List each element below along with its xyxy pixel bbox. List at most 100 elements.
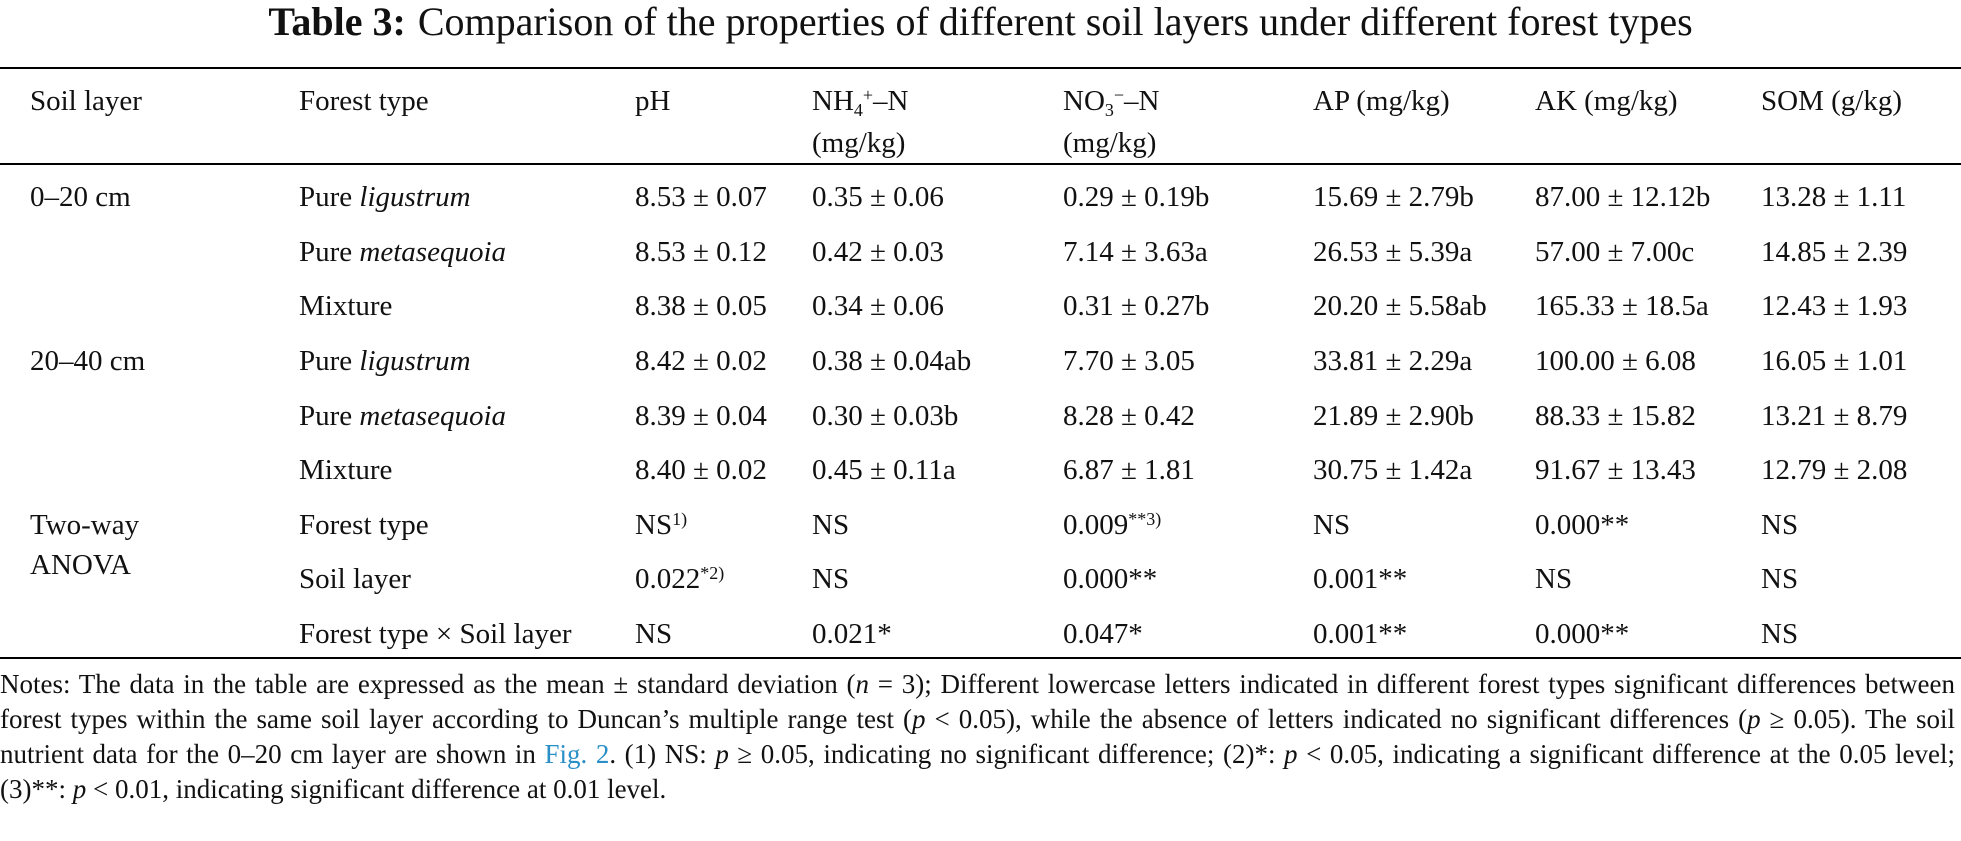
forest-type-prefix: Pure xyxy=(299,400,360,432)
notes-text: . (1) NS: xyxy=(609,739,716,769)
cell-ap: 26.53 ± 5.39a xyxy=(1313,236,1473,268)
cell-ph: 8.40 ± 0.02 xyxy=(635,454,767,486)
anova-no3: 0.047* xyxy=(1063,618,1143,650)
anova-nh4: 0.021* xyxy=(812,618,892,650)
nh4-sup: + xyxy=(862,85,874,105)
nh4-base: NH xyxy=(812,85,854,117)
anova-no3-footnote: **3) xyxy=(1128,509,1162,529)
nh4-tail: –N xyxy=(873,85,909,117)
header-forest-type: Forest type xyxy=(299,85,429,117)
anova-ph: 0.022*2) xyxy=(635,560,724,598)
cell-som: 13.28 ± 1.11 xyxy=(1761,181,1907,213)
cell-no3: 0.29 ± 0.19b xyxy=(1063,181,1210,213)
notes-text: < 0.05), while the absence of letters in… xyxy=(925,704,1748,734)
cell-nh4: 0.30 ± 0.03b xyxy=(812,400,959,432)
cell-forest-type: Pure ligustrum xyxy=(299,342,471,380)
anova-ph-value: 0.022 xyxy=(635,563,701,595)
notes-variable: p xyxy=(911,704,926,734)
anova-ak: NS xyxy=(1535,563,1573,595)
no3-sup: − xyxy=(1113,85,1125,105)
cell-nh4: 0.34 ± 0.06 xyxy=(812,290,944,322)
anova-row: Forest type NS1) NS 0.009**3) NS 0.000**… xyxy=(0,506,1961,546)
cell-nh4: 0.42 ± 0.03 xyxy=(812,236,944,268)
cell-nh4: 0.35 ± 0.06 xyxy=(812,181,944,213)
cell-no3: 8.28 ± 0.42 xyxy=(1063,400,1195,432)
header-som: SOM (g/kg) xyxy=(1761,85,1902,117)
forest-type-prefix: Mixture xyxy=(299,454,393,486)
cell-no3: 7.14 ± 3.63a xyxy=(1063,236,1208,268)
no3-tail: –N xyxy=(1124,85,1160,117)
header-no3: NO3−–N xyxy=(1063,82,1160,123)
header-nh4: NH4+–N xyxy=(812,82,909,123)
notes-variable: p xyxy=(72,774,87,804)
forest-type-species: metasequoia xyxy=(359,400,507,432)
header-ak: AK (mg/kg) xyxy=(1535,85,1678,117)
cell-ak: 165.33 ± 18.5a xyxy=(1535,290,1709,322)
cell-ak: 57.00 ± 7.00c xyxy=(1535,236,1695,268)
cell-nh4: 0.45 ± 0.11a xyxy=(812,454,956,486)
cell-som: 12.79 ± 2.08 xyxy=(1761,454,1908,486)
notes-text: < 0.01, indicating significant differenc… xyxy=(86,774,667,804)
cell-layer: 20–40 cm xyxy=(30,345,146,377)
header-ap: AP (mg/kg) xyxy=(1313,85,1450,117)
cell-ak: 87.00 ± 12.12b xyxy=(1535,181,1711,213)
notes-variable: n xyxy=(855,669,869,699)
cell-ak: 91.67 ± 13.43 xyxy=(1535,454,1696,486)
notes-text: < 0.05, indicating a significant differe… xyxy=(0,739,1955,804)
cell-forest-type: Mixture xyxy=(299,287,392,325)
forest-type-species: ligustrum xyxy=(359,345,471,377)
table-row: Pure metasequoia 8.39 ± 0.04 0.30 ± 0.03… xyxy=(0,397,1961,437)
cell-ph: 8.53 ± 0.12 xyxy=(635,236,767,268)
cell-ak: 100.00 ± 6.08 xyxy=(1535,345,1696,377)
anova-row: Soil layer 0.022*2) NS 0.000** 0.001** N… xyxy=(0,560,1961,600)
table-title: Table 3: Comparison of the properties of … xyxy=(0,0,1961,44)
notes-variable: p xyxy=(1747,704,1761,734)
table-row: 20–40 cm Pure ligustrum 8.42 ± 0.02 0.38… xyxy=(0,342,1961,382)
header-rule xyxy=(0,163,1961,165)
anova-factor: Forest type xyxy=(299,509,429,541)
cell-forest-type: Pure metasequoia xyxy=(299,233,506,271)
no3-sub: 3 xyxy=(1104,100,1114,120)
anova-ap: NS xyxy=(1313,509,1351,541)
forest-type-prefix: Pure xyxy=(299,181,360,213)
anova-som: NS xyxy=(1761,563,1799,595)
header-no3-unit: (mg/kg) xyxy=(1063,127,1157,159)
anova-label-line1: Two-way xyxy=(30,509,140,541)
anova-ph: NS xyxy=(635,618,673,650)
anova-ap: 0.001** xyxy=(1313,618,1408,650)
no3-base: NO xyxy=(1063,85,1105,117)
table-title-text: Comparison of the properties of differen… xyxy=(417,0,1693,44)
cell-som: 14.85 ± 2.39 xyxy=(1761,236,1908,268)
notes-text: ≥ 0.05). The soil nutrient data for the … xyxy=(0,704,1955,769)
forest-type-prefix: Pure xyxy=(299,236,360,268)
cell-ap: 20.20 ± 5.58ab xyxy=(1313,290,1487,322)
table-row: 0–20 cm Pure ligustrum 8.53 ± 0.07 0.35 … xyxy=(0,178,1961,218)
cell-no3: 0.31 ± 0.27b xyxy=(1063,290,1210,322)
anova-no3: 0.009**3) xyxy=(1063,506,1161,544)
forest-type-prefix: Pure xyxy=(299,345,360,377)
anova-factor: Soil layer xyxy=(299,563,411,595)
cell-som: 16.05 ± 1.01 xyxy=(1761,345,1908,377)
anova-som: NS xyxy=(1761,618,1799,650)
anova-ph-value: NS xyxy=(635,509,673,541)
anova-ak: 0.000** xyxy=(1535,509,1630,541)
header-soil-layer: Soil layer xyxy=(30,85,142,117)
cell-no3: 7.70 ± 3.05 xyxy=(1063,345,1195,377)
cell-som: 13.21 ± 8.79 xyxy=(1761,400,1908,432)
forest-type-prefix: Mixture xyxy=(299,290,393,322)
cell-ap: 15.69 ± 2.79b xyxy=(1313,181,1474,213)
notes-variable: p xyxy=(715,739,729,769)
cell-ph: 8.42 ± 0.02 xyxy=(635,345,767,377)
cell-ph: 8.39 ± 0.04 xyxy=(635,400,767,432)
fig-2-link[interactable]: Fig. 2 xyxy=(544,739,610,769)
table-row: Pure metasequoia 8.53 ± 0.12 0.42 ± 0.03… xyxy=(0,233,1961,273)
anova-row: Forest type × Soil layer NS 0.021* 0.047… xyxy=(0,615,1961,655)
anova-ph-footnote: 1) xyxy=(672,509,688,529)
anova-nh4: NS xyxy=(812,563,850,595)
cell-no3: 6.87 ± 1.81 xyxy=(1063,454,1195,486)
anova-no3: 0.000** xyxy=(1063,563,1158,595)
anova-ph-footnote: *2) xyxy=(700,563,725,583)
notes-text: = 3); Different lowercase letters indica… xyxy=(0,669,1955,734)
notes-text: Notes: The data in the table are express… xyxy=(0,669,856,699)
table-row: Mixture 8.40 ± 0.02 0.45 ± 0.11a 6.87 ± … xyxy=(0,451,1961,491)
